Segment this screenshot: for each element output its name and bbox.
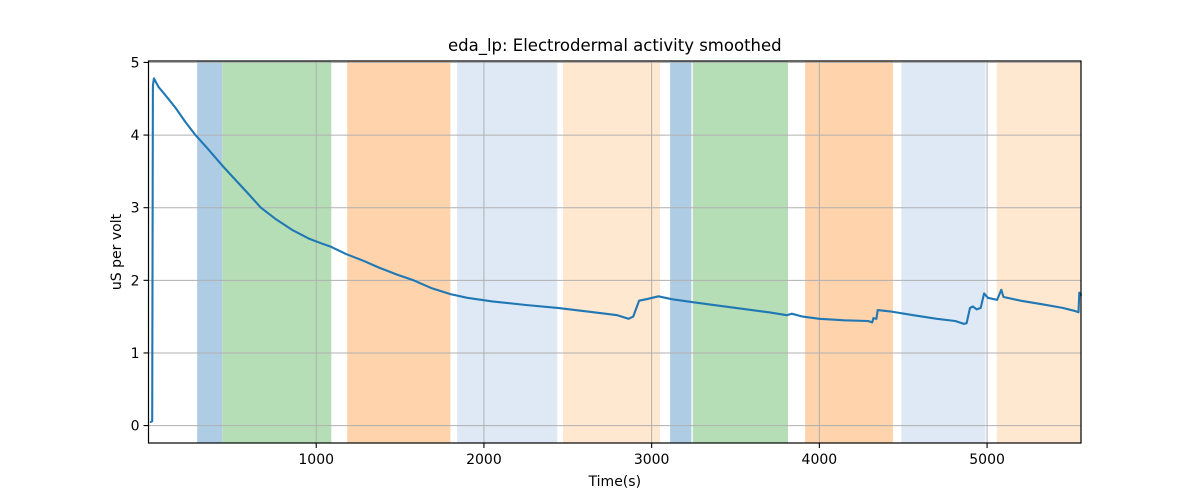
condition-band-lightorange-1 [563, 61, 661, 443]
condition-band-lightorange-2 [996, 61, 1081, 443]
y-axis-label: uS per volt [109, 213, 125, 290]
x-tick-label: 3000 [634, 452, 670, 468]
condition-bands [197, 61, 1081, 443]
x-tick-label: 1000 [298, 452, 334, 468]
gridlines [148, 61, 1081, 443]
condition-band-orange-1 [347, 61, 451, 443]
condition-band-green-2 [692, 61, 789, 443]
y-tick-label: 2 [131, 273, 140, 289]
x-axis-label: Time(s) [588, 474, 641, 490]
condition-band-green-1 [222, 61, 332, 443]
y-tick-label: 3 [131, 201, 140, 217]
condition-band-lightblue-1 [457, 61, 558, 443]
y-tick-label: 4 [131, 128, 140, 144]
condition-band-blue-1 [197, 61, 223, 443]
y-tick-label: 1 [131, 346, 140, 362]
x-tick-label: 4000 [802, 452, 838, 468]
condition-band-orange-2 [805, 61, 893, 443]
axis-ticks: 1000 2000 3000 4000 5000 0 1 2 3 4 5 [131, 55, 1005, 468]
condition-band-lightblue-2 [901, 61, 986, 443]
eda_lp-line [149, 77, 1083, 423]
chart-title: eda_lp: Electrodermal activity smoothed [448, 36, 782, 56]
y-tick-label: 5 [131, 55, 140, 71]
series-lines [149, 77, 1083, 423]
axes-border [147, 60, 1082, 444]
condition-band-blue-2 [670, 61, 692, 443]
x-tick-label: 5000 [969, 452, 1005, 468]
x-tick-label: 2000 [466, 452, 502, 468]
y-tick-label: 0 [131, 419, 140, 435]
plot-frame [147, 60, 1082, 444]
